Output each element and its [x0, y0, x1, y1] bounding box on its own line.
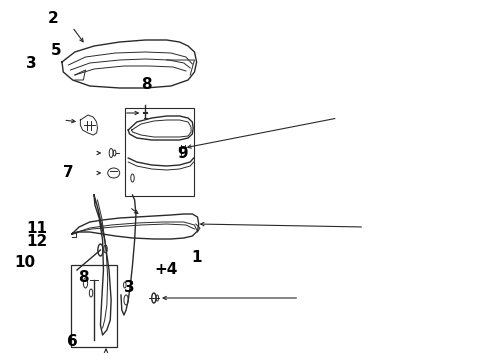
Bar [71, 265, 117, 347]
Text: 3: 3 [124, 280, 135, 296]
Text: +4: +4 [154, 262, 177, 277]
Text: 12: 12 [26, 234, 48, 249]
Text: 8: 8 [78, 270, 89, 285]
Text: 5: 5 [51, 43, 62, 58]
Text: 9: 9 [177, 145, 188, 161]
Bar [125, 108, 194, 196]
Text: 8: 8 [141, 77, 152, 92]
Text: 1: 1 [192, 250, 202, 265]
Text: 7: 7 [63, 165, 74, 180]
Text: 6: 6 [67, 334, 77, 350]
Text: 10: 10 [14, 255, 35, 270]
Text: 3: 3 [25, 55, 36, 71]
Text: 11: 11 [27, 221, 48, 236]
Text: 2: 2 [48, 10, 58, 26]
